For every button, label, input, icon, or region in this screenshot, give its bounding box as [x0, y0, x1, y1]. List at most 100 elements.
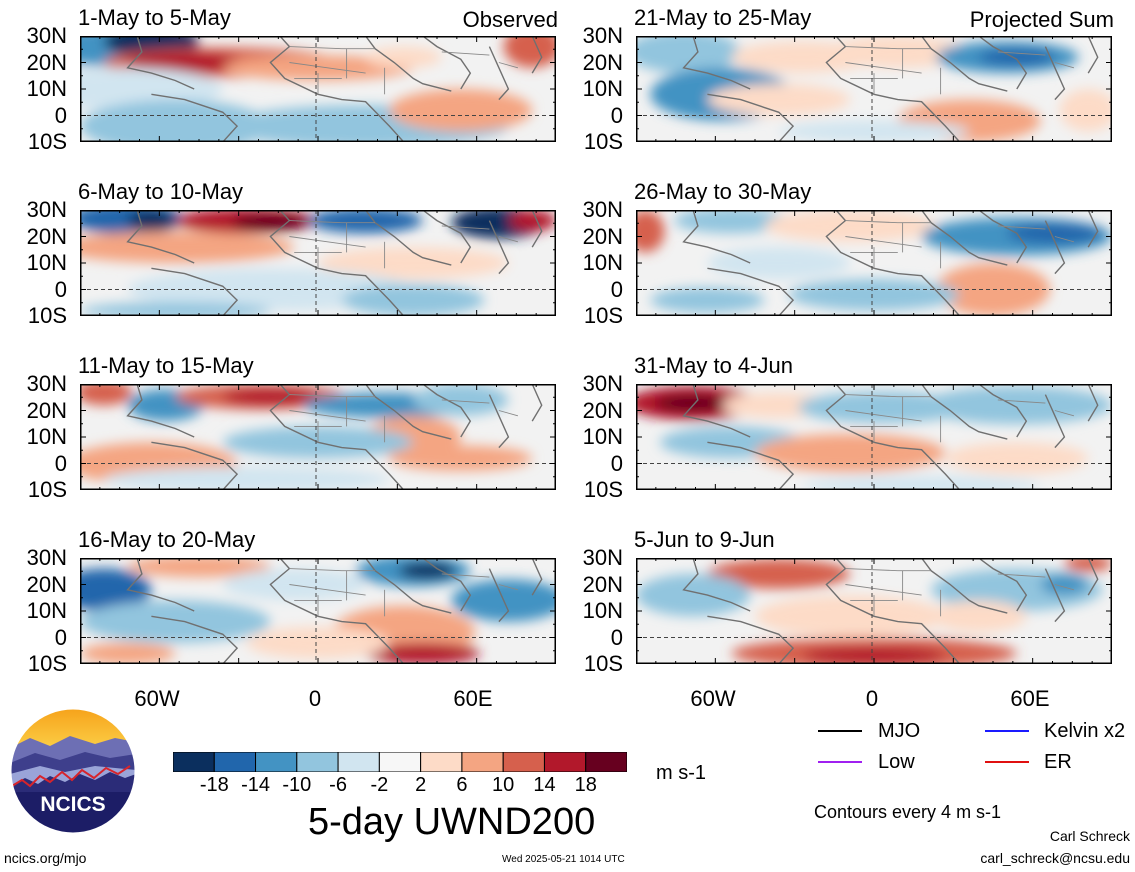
coastline	[978, 210, 1028, 264]
colorbar-tick-label: -14	[241, 774, 270, 796]
coastline	[531, 36, 543, 74]
wind-anomaly-blob	[127, 51, 242, 74]
coastline	[151, 267, 239, 316]
coastline	[151, 615, 239, 664]
contours-note: Contours every 4 m s-1	[814, 802, 1002, 822]
wind-anomaly-blob	[222, 388, 318, 406]
colorbar-swatches	[172, 751, 628, 773]
map-field	[79, 557, 557, 665]
lat-label: 0	[610, 624, 623, 650]
wind-anomaly-blob	[232, 214, 309, 232]
lat-label: 10N	[26, 76, 67, 101]
colorbar-swatch	[585, 751, 628, 773]
coastline	[126, 36, 195, 90]
coastline	[825, 36, 961, 142]
lon-label-60e-left: 60E	[453, 686, 493, 711]
wind-anomaly-blob	[246, 626, 390, 659]
wind-anomaly-blob	[1064, 558, 1112, 572]
lat-label: 10N	[26, 598, 67, 623]
colorbar-swatch	[378, 751, 422, 773]
country-border	[289, 236, 366, 248]
coastline	[1044, 220, 1066, 275]
legend-low-label: Low	[878, 751, 915, 773]
wind-anomaly-blob	[650, 287, 765, 313]
map-panel	[79, 557, 557, 665]
map-field	[635, 557, 1113, 665]
panel-tag: Observed	[462, 7, 558, 32]
colorbar-tick-label: -18	[199, 774, 229, 796]
lat-label: 0	[610, 276, 623, 302]
legend-er-label: ER	[1044, 751, 1072, 773]
lat-label: 10S	[27, 303, 67, 328]
coastline	[365, 384, 452, 440]
lat-label: 30N	[582, 197, 623, 222]
wind-anomaly-blob	[764, 210, 936, 242]
colorbar-swatch	[337, 751, 380, 773]
coastline	[488, 46, 510, 101]
lon-label-0-right: 0	[865, 686, 879, 711]
country-border	[1054, 584, 1075, 591]
lat-label: 10S	[583, 651, 623, 676]
lat-label: 20N	[582, 223, 623, 249]
country-border	[997, 399, 1046, 404]
coastline	[1044, 394, 1066, 449]
map-panel	[635, 383, 1113, 491]
colorbar-tick-label: -2	[370, 774, 389, 796]
author-name: Carl Schreck	[1049, 828, 1130, 844]
country-border	[289, 584, 366, 596]
country-border	[289, 220, 376, 224]
map-field	[635, 35, 1113, 143]
coastline	[682, 384, 751, 438]
wind-anomaly-blob	[1040, 573, 1089, 596]
coastline	[707, 615, 795, 664]
wind-anomaly-blob	[755, 433, 946, 472]
lat-label: 10S	[583, 477, 623, 502]
colorbar-tick-label: 6	[456, 774, 468, 796]
colorbar-swatch	[543, 751, 587, 773]
country-border	[289, 394, 376, 398]
wind-anomaly-blob	[503, 36, 556, 68]
colorbar-swatch	[502, 751, 545, 773]
lat-label: 10S	[27, 651, 67, 676]
panel-title: 31-May to 4-Jun	[634, 353, 793, 378]
wind-anomaly-blob	[945, 442, 1089, 475]
coastline	[921, 36, 1008, 92]
coastline	[682, 36, 751, 90]
colorbar-tick-label: -6	[329, 774, 347, 796]
lat-label: 20N	[26, 571, 67, 597]
country-border	[289, 62, 366, 74]
lat-label: 20N	[582, 571, 623, 597]
site-link[interactable]: ncics.org/mjo	[4, 850, 87, 866]
panel-title: 5-Jun to 9-Jun	[634, 527, 775, 552]
colorbar-tick-label: 18	[574, 774, 597, 796]
wind-anomaly-blob	[931, 600, 1027, 633]
wind-anomaly-blob	[80, 600, 271, 643]
country-border	[441, 573, 490, 578]
wind-anomaly-blob	[389, 445, 533, 471]
country-border	[845, 46, 932, 50]
lat-label: 10N	[582, 598, 623, 623]
lat-label: 20N	[26, 223, 67, 249]
lat-label: 10N	[582, 424, 623, 449]
colorbar-swatch	[255, 751, 298, 773]
coastline	[707, 93, 795, 142]
wind-anomaly-blob	[413, 384, 509, 416]
wind-anomaly-blob	[508, 210, 556, 232]
main-title: 5-day UWND200	[308, 801, 596, 843]
coastline	[531, 558, 543, 596]
author-email[interactable]: carl_schreck@ncsu.edu	[980, 850, 1130, 866]
lat-label: 10S	[583, 129, 623, 154]
colorbar-swatch	[213, 751, 257, 773]
country-border	[441, 51, 490, 56]
lat-label: 0	[54, 624, 67, 650]
map-field	[79, 209, 557, 317]
coastline	[1087, 558, 1099, 596]
wind-anomaly-blob	[1059, 89, 1112, 132]
country-border	[289, 568, 376, 572]
wind-anomaly-blob	[398, 562, 457, 580]
country-border	[845, 584, 922, 596]
coastline	[978, 36, 1028, 90]
coastline	[269, 36, 405, 142]
coastline	[151, 93, 239, 142]
lon-label-60e-right: 60E	[1010, 686, 1050, 711]
